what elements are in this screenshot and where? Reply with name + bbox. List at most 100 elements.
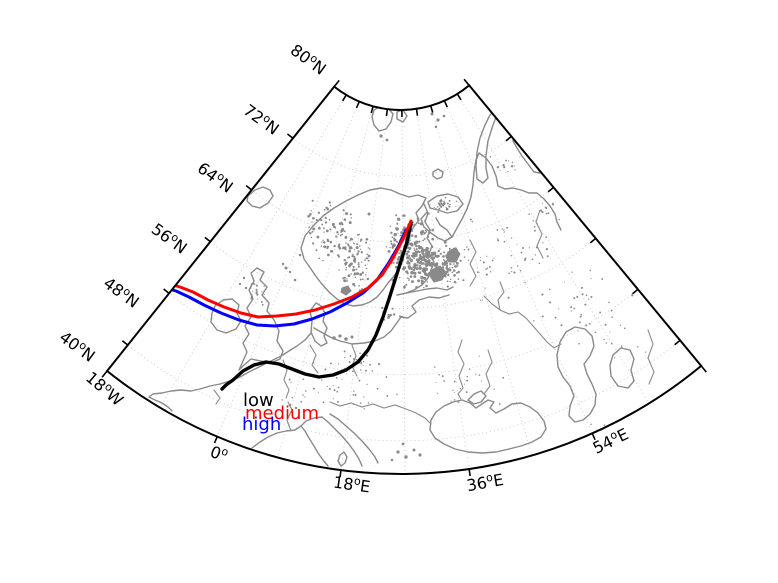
speckle-dot xyxy=(347,274,351,278)
speckle-dot xyxy=(449,280,451,283)
speckle-dot xyxy=(511,161,514,164)
speckle-dot xyxy=(339,234,342,237)
speckle-dot xyxy=(336,231,339,234)
graticule-meridian xyxy=(444,100,593,434)
speckle-dot xyxy=(439,252,442,255)
speckle-dot xyxy=(403,268,405,270)
speckle-dot xyxy=(415,285,418,289)
speckle-dot xyxy=(329,209,332,211)
speckle-dot xyxy=(401,215,404,217)
river xyxy=(535,209,544,259)
island-dot xyxy=(244,286,248,290)
speckle-dot xyxy=(385,246,388,248)
speckle-dot xyxy=(387,249,391,253)
speckle-dot xyxy=(364,274,367,276)
lat-label-48N: 48oN xyxy=(100,273,143,312)
speckle-dot xyxy=(455,206,457,208)
speckle-dot xyxy=(579,315,582,318)
lat-tick-right xyxy=(631,288,639,295)
speckle-dot xyxy=(538,262,541,265)
speckle-dot xyxy=(609,331,611,333)
speckle-dot xyxy=(405,256,410,260)
rivers-layer xyxy=(213,209,655,432)
river xyxy=(351,344,358,377)
speckle-dot xyxy=(491,166,494,169)
speckle-dot xyxy=(403,214,406,217)
lon-tick-bottom xyxy=(468,468,471,477)
speckle-dot xyxy=(359,352,361,355)
lon-tick-bottom xyxy=(339,470,342,478)
speckle-dot xyxy=(433,276,436,279)
speckle-dot xyxy=(320,218,323,222)
speckle-dot xyxy=(463,256,466,258)
speckle-dot xyxy=(415,240,419,244)
speckle-dot xyxy=(570,310,572,312)
speckle-dot xyxy=(453,274,456,277)
river xyxy=(309,344,319,374)
speckle-dot xyxy=(257,281,259,283)
speckle-dot xyxy=(465,391,468,394)
speckle-dot xyxy=(355,268,358,271)
speckle-dot xyxy=(426,250,430,254)
speckle-dot xyxy=(548,288,551,291)
speckle-dot xyxy=(357,252,359,254)
speckle-dot xyxy=(445,272,448,275)
speckle-dot xyxy=(432,256,436,260)
speckle-dot xyxy=(353,273,356,276)
speckle-dot xyxy=(457,401,460,403)
speckle-dot xyxy=(570,306,573,309)
speckle-dot xyxy=(312,361,315,364)
speckle-dot xyxy=(415,244,418,248)
speckle-dot xyxy=(250,284,253,287)
speckle-dot xyxy=(449,278,452,281)
legend-label-low: low xyxy=(243,390,274,411)
speckle-dot xyxy=(489,271,492,273)
speckle-dot xyxy=(345,212,348,216)
speckle-dot xyxy=(420,281,424,285)
speckle-dot xyxy=(415,254,417,257)
speckle-dot xyxy=(357,265,360,268)
lon-tick-bottom xyxy=(213,436,218,444)
speckle-dot xyxy=(519,270,522,272)
speckle-dot xyxy=(521,246,525,250)
speckle-dot xyxy=(343,218,347,221)
speckle-dot xyxy=(442,203,445,205)
speckle-dot xyxy=(311,199,314,202)
speckle-dot xyxy=(366,277,370,281)
graticule-parallel xyxy=(210,238,596,309)
speckle-dot xyxy=(449,203,451,206)
speckle-dot xyxy=(563,281,566,283)
speckle-dot xyxy=(446,280,449,283)
speckle-dot xyxy=(558,308,560,310)
speckle-dot xyxy=(353,259,356,263)
speckle-dot xyxy=(341,233,343,236)
speckle-dot xyxy=(341,378,343,380)
speckle-dot xyxy=(439,248,441,250)
speckle-dot xyxy=(533,225,536,228)
speckle-dot xyxy=(420,279,424,283)
speckle-dot xyxy=(423,276,427,280)
coastline-corsica xyxy=(337,451,348,467)
speckle-dot xyxy=(353,272,356,274)
speckle-dot xyxy=(440,202,443,205)
lat-tick-right xyxy=(674,339,681,346)
speckle-dot xyxy=(619,324,622,327)
speckle-dot xyxy=(423,249,426,252)
trajectory-medium xyxy=(156,219,413,319)
speckle-dot xyxy=(435,382,437,384)
speckle-dot xyxy=(441,204,445,207)
speckle-dot xyxy=(441,200,443,202)
speckle-dot xyxy=(450,259,454,263)
speckle-dot xyxy=(389,246,391,249)
island-dot xyxy=(284,266,288,270)
speckle-dot xyxy=(365,267,368,270)
speckle-dot xyxy=(413,275,417,278)
speckle-dot xyxy=(447,205,449,207)
speckle-dot xyxy=(396,222,399,225)
speckle-dot xyxy=(417,222,420,225)
island-dot xyxy=(294,406,298,410)
speckle-dot xyxy=(437,249,440,253)
speckle-dot xyxy=(362,278,364,281)
speckle-dot xyxy=(542,242,544,244)
